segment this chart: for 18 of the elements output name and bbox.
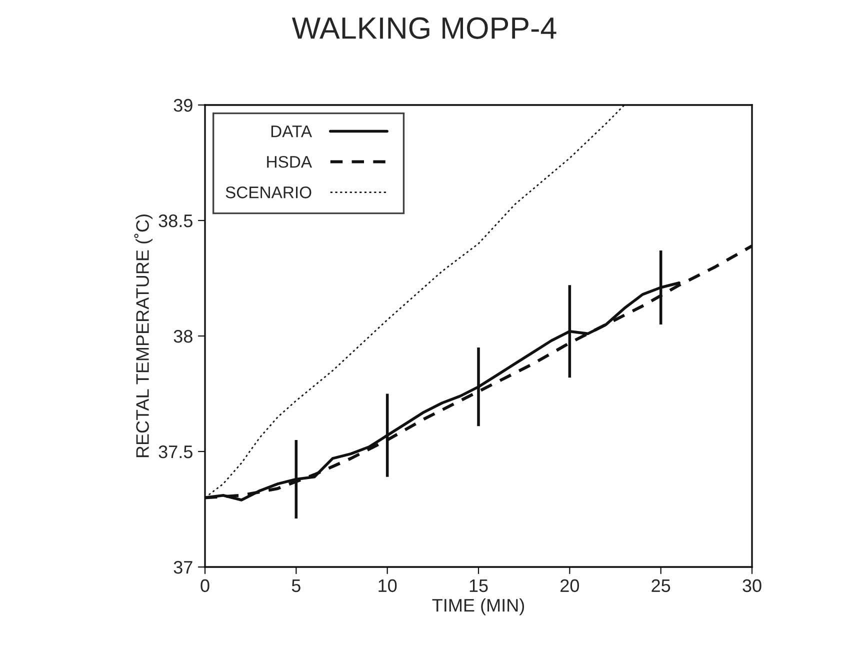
- y-tick-label: 38: [174, 330, 192, 343]
- legend-label: HSDA: [267, 156, 312, 168]
- y-axis-title: RECTAL TEMPERATURE (˚C): [134, 214, 152, 458]
- x-tick-label: 15: [470, 579, 488, 592]
- y-tick-label: 39: [174, 98, 192, 112]
- x-tick-label: 30: [742, 579, 762, 592]
- y-tick-label: 37.5: [158, 445, 192, 458]
- x-tick-label: 20: [560, 579, 580, 592]
- x-tick-label: 0: [200, 579, 210, 592]
- y-tick-label: 37: [174, 560, 192, 574]
- x-tick-label: 25: [652, 579, 670, 592]
- x-tick-label: 10: [378, 579, 397, 592]
- x-tick-label: 5: [292, 579, 300, 592]
- chart-title: WALKING MOPP-4: [292, 17, 556, 39]
- y-tick-label: 38.5: [158, 214, 192, 228]
- x-axis-title: TIME (MIN): [432, 598, 524, 616]
- legend-label: DATA: [271, 126, 312, 138]
- legend-label: SCENARIO: [226, 186, 312, 198]
